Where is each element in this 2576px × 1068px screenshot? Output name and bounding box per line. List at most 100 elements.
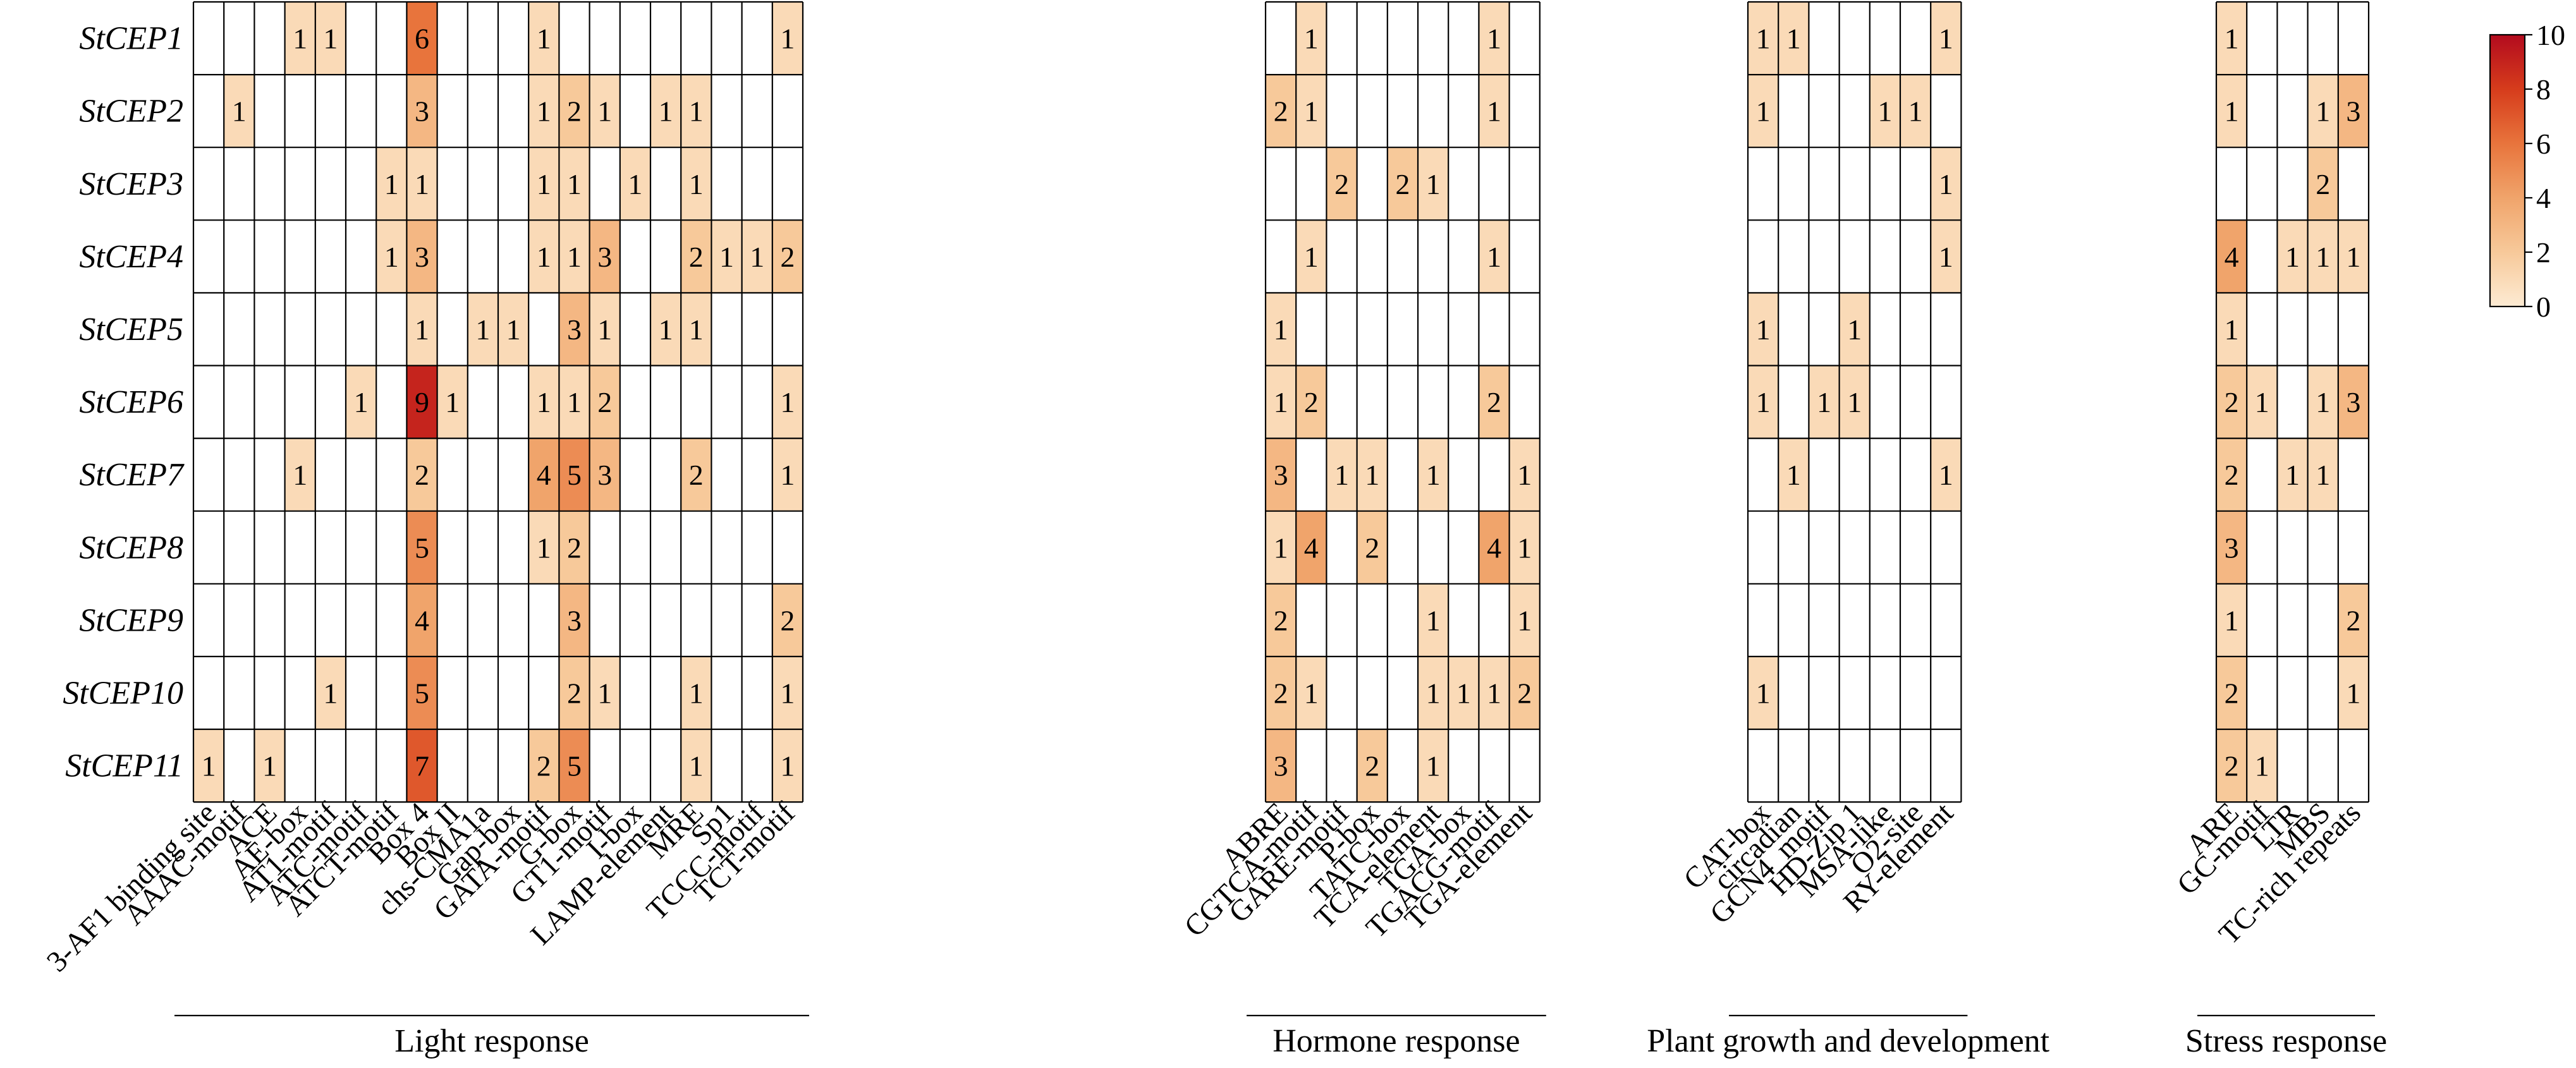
cell-value: 1 (1426, 677, 1441, 709)
cell-value: 1 (1939, 241, 1953, 273)
cell-stcep4-tccc-motif (742, 220, 772, 293)
cell-stcep7-mbs (2307, 438, 2338, 511)
cell-stcep9-abre (1266, 583, 1297, 657)
cell-stcep1-are (2216, 2, 2247, 75)
colorbar-gradient (2489, 33, 2526, 308)
cell-value: 1 (537, 95, 551, 128)
cell-stcep4-tgacg-motif (1479, 220, 1510, 293)
cell-stcep7-circadian (1778, 438, 1809, 511)
cell-stcep7-tga-element (1509, 438, 1540, 511)
cell-stcep4-tct-motif (772, 220, 803, 293)
cell-value: 3 (415, 95, 429, 128)
cell-stcep4-g-box (559, 220, 590, 293)
cell-value: 2 (2225, 386, 2239, 418)
cell-stcep10-tct-motif (772, 656, 803, 729)
cell-stcep11-mre (681, 729, 712, 803)
cell-value: 6 (415, 23, 429, 55)
cell-value: 1 (780, 386, 795, 418)
cell-stcep3-gata-motif (528, 147, 559, 221)
cell-value: 1 (1426, 750, 1441, 782)
cell-stcep4-gata-motif (528, 220, 559, 293)
cell-value: 1 (537, 386, 551, 418)
cell-stcep6-cgtca-motif (1296, 365, 1327, 439)
cell-stcep4-ry-element (1931, 220, 1962, 293)
cell-value: 1 (506, 313, 521, 346)
cell-value: 1 (2316, 241, 2330, 273)
cell-value: 1 (689, 677, 704, 709)
cell-stcep3-mbs (2307, 147, 2338, 221)
cell-stcep10-tca-element (1418, 656, 1449, 729)
cell-stcep7-gt1-motif (589, 438, 620, 511)
cell-stcep6-gata-motif (528, 365, 559, 439)
cell-stcep5-chs-cma1a (467, 293, 498, 366)
cell-value: 2 (1274, 95, 1288, 128)
cell-value: 2 (2316, 168, 2330, 200)
cell-value: 1 (780, 459, 795, 491)
cell-stcep7-tca-element (1418, 438, 1449, 511)
cell-stcep3-tca-element (1418, 147, 1449, 221)
cell-stcep3-tatc-box (1387, 147, 1418, 221)
cell-stcep11-ace (254, 729, 285, 803)
cell-stcep6-hd-zip-1 (1839, 365, 1870, 439)
cell-stcep7-abre (1266, 438, 1297, 511)
cell-value: 3 (2346, 95, 2360, 128)
colorbar-tick-label-8: 8 (2536, 73, 2551, 106)
cell-value: 1 (415, 313, 429, 346)
cell-value: 1 (537, 241, 551, 273)
cell-stcep1-tgacg-motif (1479, 2, 1510, 75)
grid-lines (1747, 1, 1962, 803)
cell-stcep1-tct-motif (772, 2, 803, 75)
cell-value: 2 (1365, 531, 1379, 564)
cell-value: 3 (1274, 459, 1288, 491)
cell-stcep6-cat-box (1748, 365, 1779, 439)
cell-stcep7-ltr (2277, 438, 2308, 511)
cell-value: 2 (415, 459, 429, 491)
cell-stcep9-tct-motif (772, 583, 803, 657)
cell-stcep8-cgtca-motif (1296, 511, 1327, 584)
cell-value: 1 (1304, 95, 1319, 128)
cell-value: 2 (567, 531, 582, 564)
cell-stcep3-g-box (559, 147, 590, 221)
cell-value: 1 (1517, 531, 1532, 564)
cell-stcep2-abre (1266, 75, 1297, 148)
cell-value: 1 (1939, 23, 1953, 55)
cell-stcep10-mre (681, 656, 712, 729)
cell-value: 1 (537, 168, 551, 200)
cell-stcep2-lamp-element (650, 75, 681, 148)
cell-value: 4 (2225, 241, 2239, 273)
cell-value: 1 (628, 168, 642, 200)
cell-value: 1 (659, 313, 673, 346)
cell-stcep8-tga-element (1509, 511, 1540, 584)
cell-value: 2 (689, 241, 704, 273)
cell-stcep2-gata-motif (528, 75, 559, 148)
cell-stcep7-g-box (559, 438, 590, 511)
cell-value: 2 (537, 750, 551, 782)
cell-value: 1 (597, 677, 612, 709)
cell-value: 1 (323, 677, 338, 709)
cell-stcep2-o2-site (1900, 75, 1931, 148)
panel-hormone-response: 1 12 1 12 2 11 111 2 23 1 1 1 11 4 2 4 12 1 12 1 1 1 1 23 2 1ABRE… (1178, 1, 1546, 1059)
row-label-stcep3: StCEP3 (79, 166, 183, 202)
cell-stcep2-msa-like (1869, 75, 1900, 148)
cell-stcep11-tca-element (1418, 729, 1449, 803)
cell-stcep5-are (2216, 293, 2247, 366)
cell-value: 2 (2225, 459, 2239, 491)
cell-value: 1 (780, 750, 795, 782)
cell-value: 1 (1334, 459, 1349, 491)
grid-lines (2215, 1, 2370, 803)
row-label-stcep5: StCEP5 (79, 312, 183, 348)
cell-stcep11-are (2216, 729, 2247, 803)
cell-stcep10-cat-box (1748, 656, 1779, 729)
heatmap-panels: 1 1 6 1 11 3 1 2 1 1 11 1 1 1 1 11 3 1 1 3 2 1 1 21 1 1 3 1 1 11 9 1 1 1 2… (40, 1, 2387, 1059)
cell-stcep6-atc-motif (346, 365, 377, 439)
cell-stcep5-lamp-element (650, 293, 681, 366)
cell-value: 1 (1877, 95, 1892, 128)
cell-stcep6-gcn4-motif (1809, 365, 1840, 439)
cell-value: 1 (1304, 677, 1319, 709)
cell-value: 1 (597, 95, 612, 128)
cell-stcep1-gata-motif (528, 2, 559, 75)
cell-value: 1 (689, 95, 704, 128)
cell-stcep11-g-box (559, 729, 590, 803)
cell-stcep1-circadian (1778, 2, 1809, 75)
cell-value: 1 (262, 750, 277, 782)
